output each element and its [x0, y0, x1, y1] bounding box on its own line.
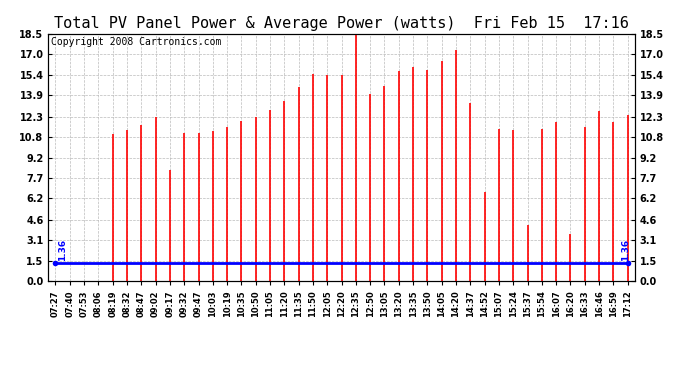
Text: 1.36: 1.36: [622, 239, 631, 261]
Title: Total PV Panel Power & Average Power (watts)  Fri Feb 15  17:16: Total PV Panel Power & Average Power (wa…: [54, 16, 629, 31]
Text: Copyright 2008 Cartronics.com: Copyright 2008 Cartronics.com: [51, 38, 221, 48]
Text: 1.36: 1.36: [59, 239, 68, 261]
